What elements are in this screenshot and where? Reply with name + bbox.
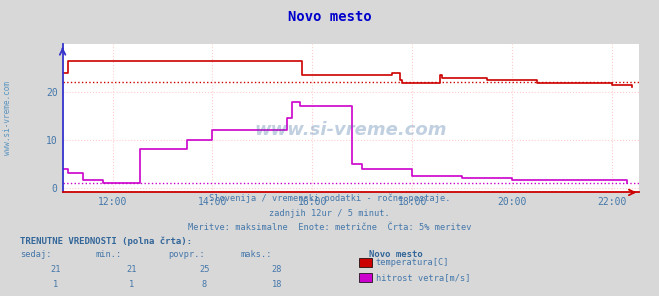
Text: 18: 18 bbox=[272, 280, 282, 289]
Text: 1: 1 bbox=[53, 280, 59, 289]
Text: hitrost vetra[m/s]: hitrost vetra[m/s] bbox=[376, 273, 470, 282]
Text: povpr.:: povpr.: bbox=[168, 250, 205, 259]
Text: 21: 21 bbox=[127, 265, 137, 274]
Text: Slovenija / vremenski podatki - ročne postaje.: Slovenija / vremenski podatki - ročne po… bbox=[209, 194, 450, 203]
Text: temperatura[C]: temperatura[C] bbox=[376, 258, 449, 267]
Text: www.si-vreme.com: www.si-vreme.com bbox=[3, 81, 13, 155]
Text: 25: 25 bbox=[199, 265, 210, 274]
Text: www.si-vreme.com: www.si-vreme.com bbox=[254, 121, 447, 139]
Text: 21: 21 bbox=[51, 265, 61, 274]
Text: 28: 28 bbox=[272, 265, 282, 274]
Text: TRENUTNE VREDNOSTI (polna črta):: TRENUTNE VREDNOSTI (polna črta): bbox=[20, 237, 192, 246]
Text: maks.:: maks.: bbox=[241, 250, 272, 259]
Text: Novo mesto: Novo mesto bbox=[287, 10, 372, 24]
Text: min.:: min.: bbox=[96, 250, 122, 259]
Text: sedaj:: sedaj: bbox=[20, 250, 51, 259]
Text: 1: 1 bbox=[129, 280, 134, 289]
Text: Novo mesto: Novo mesto bbox=[369, 250, 423, 259]
Text: zadnjih 12ur / 5 minut.: zadnjih 12ur / 5 minut. bbox=[269, 209, 390, 218]
Text: 8: 8 bbox=[202, 280, 207, 289]
Text: Meritve: maksimalne  Enote: metrične  Črta: 5% meritev: Meritve: maksimalne Enote: metrične Črta… bbox=[188, 223, 471, 232]
